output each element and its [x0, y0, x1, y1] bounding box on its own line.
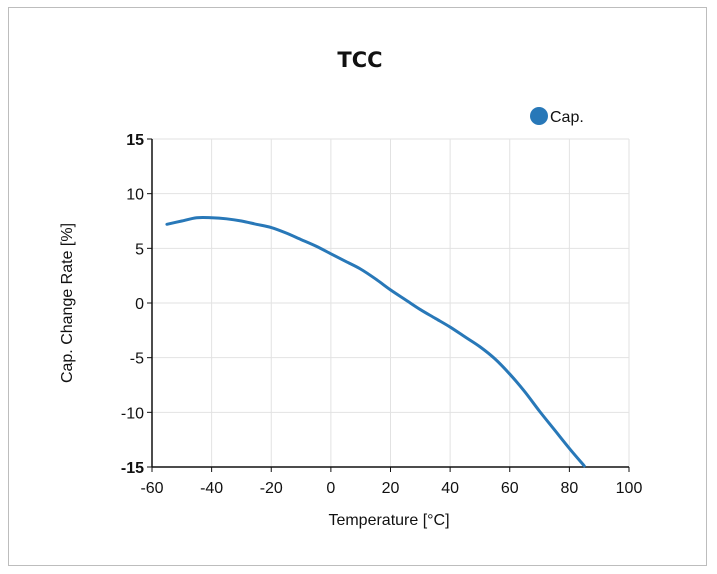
y-tick-label: -5 — [130, 351, 144, 368]
legend: Cap. — [530, 107, 584, 126]
x-tick-label: -40 — [200, 480, 223, 497]
y-tick-label: 0 — [135, 296, 144, 313]
legend-marker-cap — [530, 107, 548, 125]
x-axis-label: Temperature [°C] — [328, 512, 449, 529]
chart-frame — [8, 7, 707, 566]
x-tick-label: -20 — [260, 480, 283, 497]
legend-label-cap: Cap. — [550, 109, 584, 126]
chart-title: TCC — [337, 48, 382, 72]
x-tick-label: 60 — [501, 480, 519, 497]
x-tick-label: 0 — [326, 480, 335, 497]
y-tick-label: 15 — [126, 132, 144, 149]
x-tick-label: 100 — [616, 480, 643, 497]
x-tick-label: 40 — [441, 480, 459, 497]
y-tick-label: -10 — [121, 405, 144, 422]
x-tick-label: -60 — [140, 480, 163, 497]
grid-lines — [152, 138, 630, 467]
x-axis-ticks: -60 -40 -20 0 20 40 60 80 100 — [140, 467, 642, 497]
y-axis-ticks: 15 10 5 0 -5 -10 -15 — [121, 132, 152, 477]
y-axis-label: Cap. Change Rate [%] — [59, 223, 76, 383]
x-tick-label: 80 — [560, 480, 578, 497]
series-line-cap — [165, 215, 586, 468]
y-tick-label: -15 — [121, 460, 144, 477]
y-tick-label: 10 — [126, 187, 144, 204]
y-tick-label: 5 — [135, 241, 144, 258]
x-tick-label: 20 — [382, 480, 400, 497]
